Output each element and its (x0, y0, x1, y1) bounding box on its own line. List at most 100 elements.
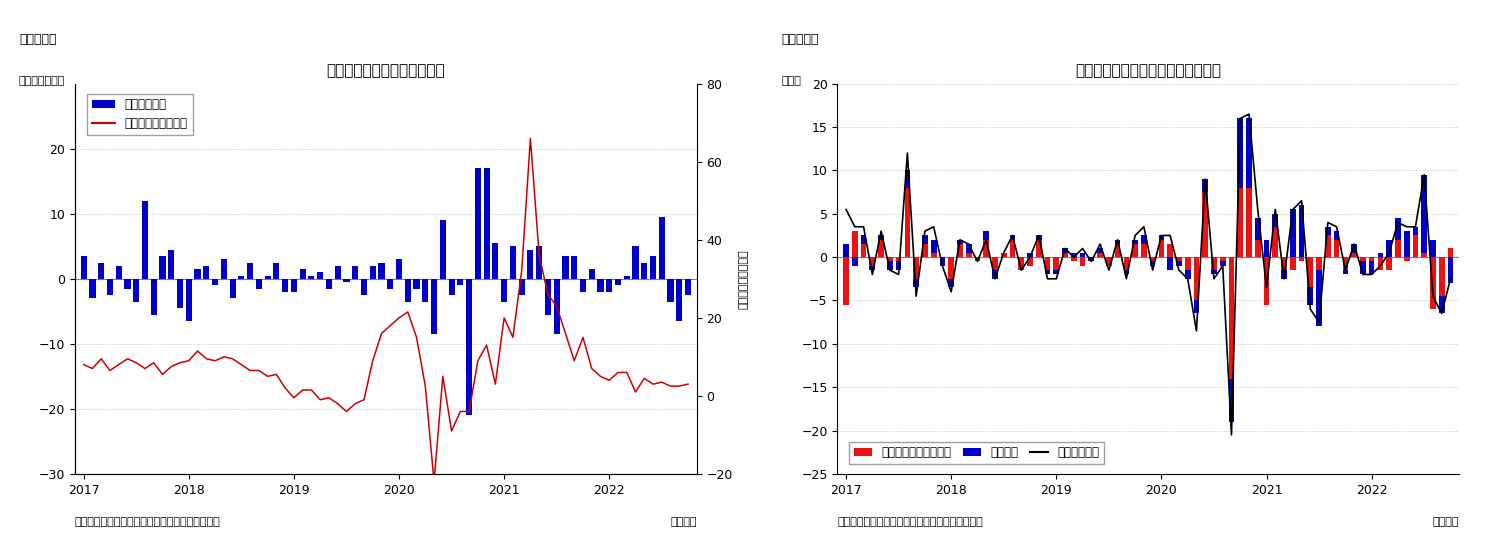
Bar (1080, 253, 1086, 257)
Text: （図表６）: （図表６） (781, 33, 819, 46)
Bar (861, 235, 867, 244)
Bar (1210, 257, 1216, 270)
Bar (1132, 240, 1138, 244)
Text: （月次）: （月次） (671, 517, 697, 527)
Bar (1194, 257, 1200, 301)
Bar (1088, 257, 1094, 262)
Bar (580, 279, 586, 292)
Bar (904, 170, 910, 188)
Bar (413, 279, 419, 288)
Bar (107, 279, 113, 295)
Bar (1307, 257, 1313, 287)
Bar (492, 243, 498, 279)
Bar (291, 279, 297, 292)
Bar (1019, 257, 1025, 270)
Bar (1377, 253, 1383, 257)
Bar (888, 257, 892, 262)
Bar (589, 269, 595, 279)
Bar (528, 249, 534, 279)
Bar (1237, 188, 1243, 257)
Text: （％）: （％） (781, 76, 801, 86)
Bar (1219, 257, 1225, 262)
Bar (922, 235, 928, 244)
Bar (1352, 244, 1358, 253)
Bar (1413, 235, 1419, 257)
Bar (879, 240, 883, 257)
Bar (992, 270, 998, 279)
Bar (616, 279, 622, 285)
Bar (1273, 214, 1279, 227)
Bar (983, 231, 989, 240)
Bar (1141, 244, 1146, 257)
Bar (870, 266, 876, 270)
Bar (483, 168, 489, 279)
Bar (852, 257, 858, 266)
Bar (1404, 231, 1410, 257)
Bar (1334, 240, 1340, 257)
Bar (1282, 270, 1286, 279)
Title: 住宅着工許可件数前月比（寄与度）: 住宅着工許可件数前月比（寄与度） (1075, 63, 1221, 78)
Bar (1167, 257, 1173, 270)
Bar (659, 217, 665, 279)
Bar (888, 262, 892, 270)
Bar (440, 220, 446, 279)
Bar (465, 279, 473, 415)
Bar (1448, 248, 1453, 257)
Bar (1361, 257, 1365, 262)
Bar (1001, 253, 1007, 257)
Bar (1036, 240, 1041, 257)
Bar (1343, 257, 1349, 270)
Bar (895, 257, 901, 262)
Bar (967, 253, 971, 257)
Text: （月次）: （月次） (1432, 517, 1459, 527)
Bar (1395, 218, 1401, 240)
Bar (1167, 244, 1173, 257)
Bar (116, 266, 122, 279)
Bar (1010, 235, 1016, 240)
Bar (1377, 257, 1383, 270)
Bar (449, 279, 455, 295)
Bar (1124, 257, 1129, 270)
Bar (299, 269, 306, 279)
Bar (1106, 257, 1112, 266)
Bar (1115, 244, 1120, 257)
Bar (1282, 257, 1286, 270)
Bar (1430, 257, 1436, 309)
Bar (861, 244, 867, 257)
Bar (562, 256, 568, 279)
Bar (220, 259, 228, 279)
Bar (256, 279, 262, 288)
Bar (1045, 257, 1050, 270)
Bar (1298, 257, 1304, 262)
Bar (1273, 227, 1279, 257)
Bar (967, 244, 971, 253)
Bar (1386, 240, 1392, 257)
Bar (571, 256, 577, 279)
Bar (1097, 248, 1103, 253)
Bar (474, 168, 480, 279)
Bar (1185, 270, 1191, 279)
Bar (1062, 253, 1068, 257)
Text: （図表５）: （図表５） (19, 33, 57, 46)
Bar (422, 279, 428, 301)
Bar (1219, 262, 1225, 266)
Bar (213, 279, 219, 285)
Bar (168, 249, 174, 279)
Bar (852, 231, 858, 257)
Bar (623, 276, 630, 279)
Bar (1264, 257, 1270, 305)
Bar (1343, 270, 1349, 274)
Bar (668, 279, 674, 301)
Bar (1010, 240, 1016, 257)
Bar (370, 266, 376, 279)
Bar (949, 257, 955, 279)
Legend: 集合住宅（二戸以上）, 一戸建て, 住宅許可件数: 集合住宅（二戸以上）, 一戸建て, 住宅許可件数 (849, 442, 1103, 464)
Bar (1368, 257, 1374, 262)
Bar (274, 263, 280, 279)
Bar (1028, 257, 1033, 266)
Text: （資料）センサス局よりニッセイ基礎研究所作成: （資料）センサス局よりニッセイ基礎研究所作成 (74, 517, 220, 527)
Bar (913, 279, 919, 287)
Bar (1176, 257, 1182, 262)
Bar (1448, 257, 1453, 283)
Bar (1316, 257, 1322, 270)
